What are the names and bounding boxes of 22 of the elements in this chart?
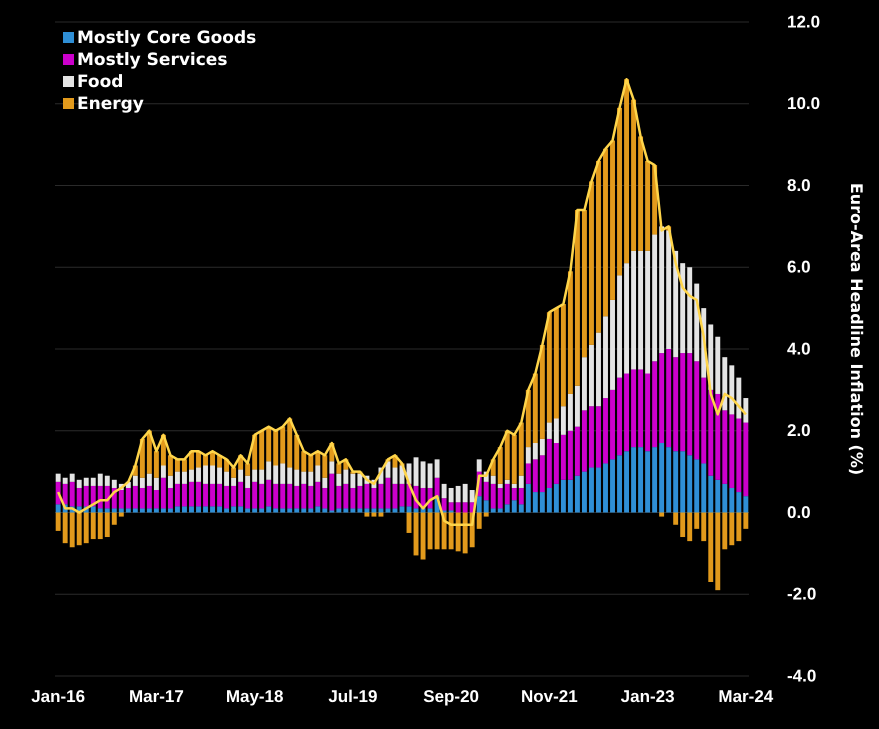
x-tick-label: Jan-23 (620, 687, 675, 706)
x-tick-label: Jan-16 (31, 687, 86, 706)
legend-label: Food (77, 72, 124, 92)
legend-label: Mostly Services (77, 50, 228, 70)
y-tick-label: 6.0 (787, 258, 811, 277)
x-tick-label: Mar-17 (128, 687, 184, 706)
y-tick-label: 12.0 (787, 12, 820, 32)
legend-label: Energy (77, 94, 144, 114)
x-tick-label: Jul-19 (328, 687, 378, 706)
y-axis-title: Euro-Area Headline Inflation (%) (847, 182, 866, 476)
x-tick-label: Mar-24 (718, 687, 774, 706)
y-tick-label: 4.0 (787, 339, 811, 358)
y-tick-label: 10.0 (787, 94, 820, 114)
x-tick-label: May-18 (226, 687, 284, 706)
y-tick-label: 2.0 (787, 421, 811, 440)
y-tick-label: -2.0 (787, 584, 816, 604)
legend-label: Mostly Core Goods (77, 28, 256, 48)
x-tick-label: Sep-20 (423, 687, 479, 706)
x-tick-label: Nov-21 (521, 687, 578, 706)
y-tick-label: -4.0 (787, 666, 816, 686)
y-tick-label: 8.0 (787, 176, 811, 195)
y-tick-label: 0.0 (787, 502, 811, 522)
